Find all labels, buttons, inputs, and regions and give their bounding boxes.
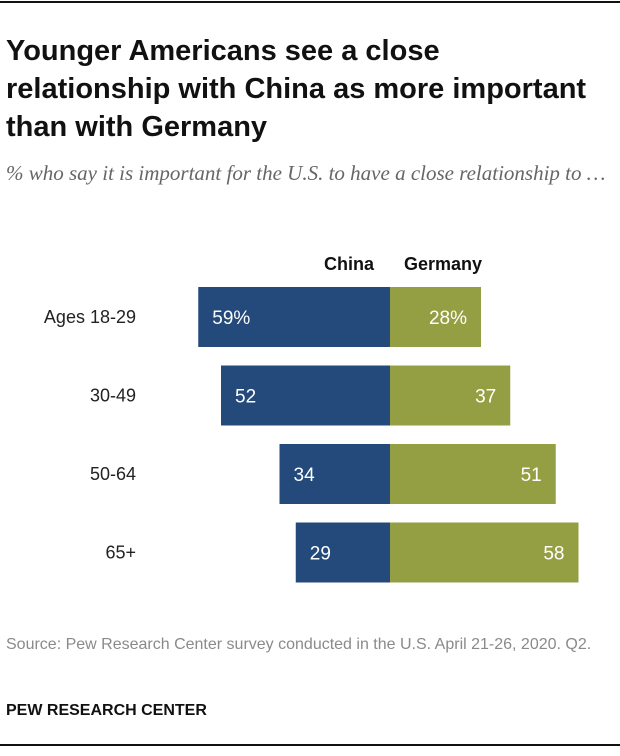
bar-chart: China Germany Ages 18-29 59% 28% 30-49 52 37 50-… [44, 254, 579, 583]
bottom-rule [0, 744, 620, 746]
data-label-germany: 58 [543, 544, 564, 565]
bar-china [221, 365, 390, 426]
data-label-china: 34 [294, 465, 316, 486]
legend-china: China [324, 254, 375, 274]
chart-title: Younger Americans see a close relationsh… [6, 35, 587, 143]
bar-germany [390, 444, 556, 504]
top-rule [0, 1, 620, 3]
data-label-germany: 28% [429, 308, 467, 329]
chart-subtitle: % who say it is important for the U.S. t… [6, 161, 606, 185]
bar-china [295, 522, 390, 583]
category-label: 30-49 [90, 386, 136, 406]
source-note: Source: Pew Research Center survey condu… [6, 636, 592, 653]
bar-germany [390, 365, 511, 426]
bar-china [198, 287, 390, 347]
data-label-china: 29 [310, 544, 331, 565]
bar-china [279, 444, 390, 504]
data-label-germany: 51 [521, 465, 542, 486]
legend-germany: Germany [404, 254, 482, 274]
organization-credit: PEW RESEARCH CENTER [6, 702, 207, 719]
category-label: Ages 18-29 [44, 307, 136, 327]
data-label-china: 59% [212, 308, 250, 329]
bar-germany [390, 522, 579, 583]
data-label-germany: 37 [475, 387, 496, 408]
data-label-china: 52 [235, 387, 256, 408]
category-label: 50-64 [90, 464, 136, 484]
bar-germany [390, 287, 481, 347]
category-label: 65+ [105, 543, 136, 563]
